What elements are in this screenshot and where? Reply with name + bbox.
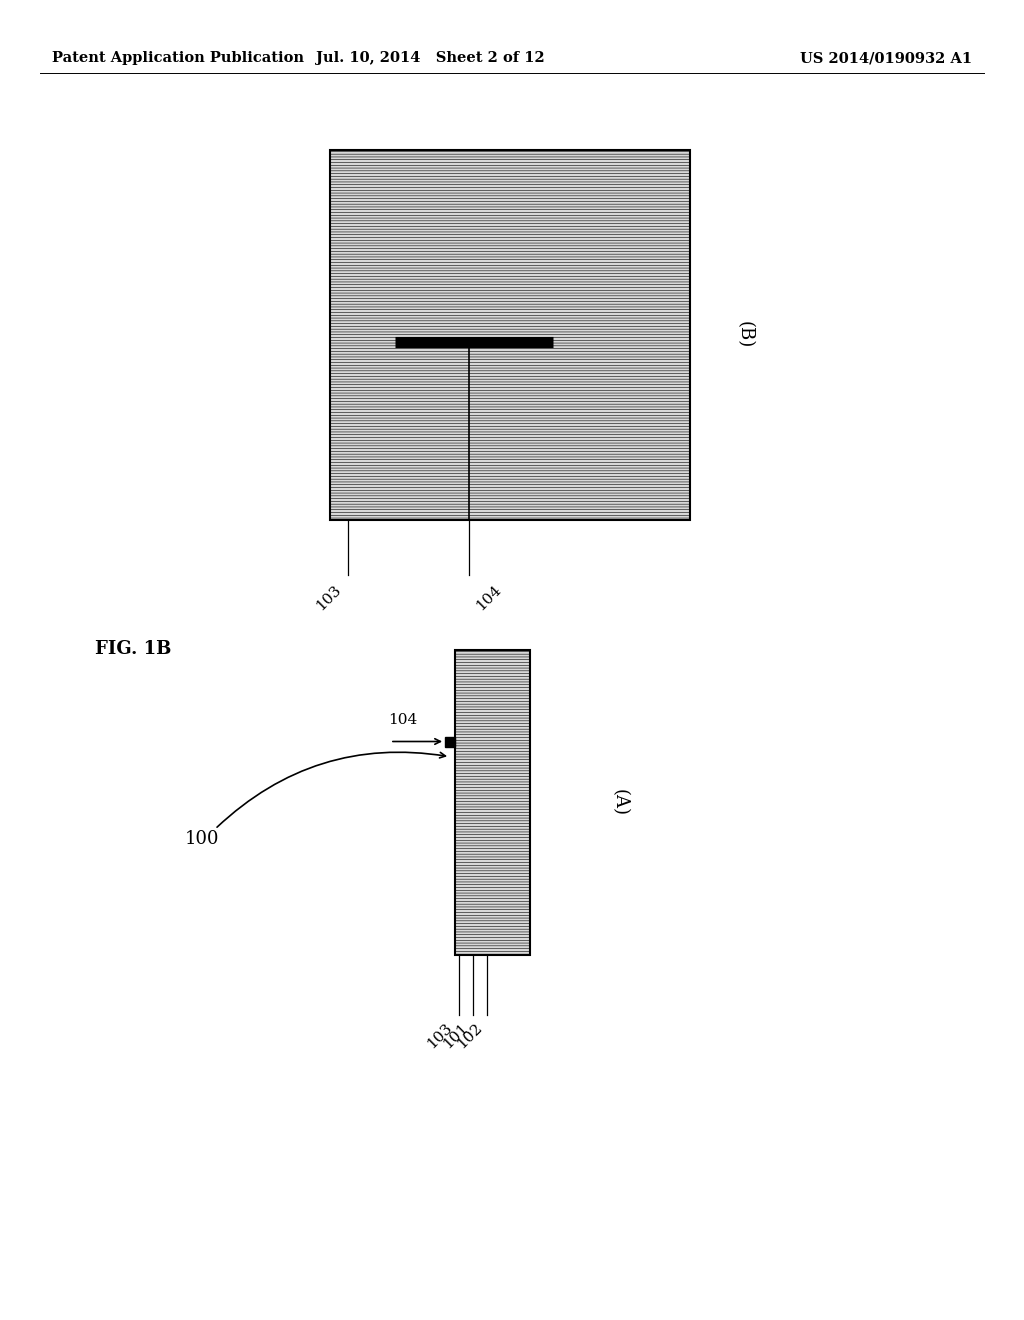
Text: FIG. 1B: FIG. 1B (95, 640, 171, 657)
Bar (330, 150, 690, 520)
Text: (B): (B) (736, 321, 754, 348)
Bar (445, 737, 455, 747)
Text: 103: 103 (425, 1020, 455, 1052)
Text: 100: 100 (185, 830, 219, 849)
Text: (A): (A) (611, 789, 629, 816)
Text: 101: 101 (440, 1020, 471, 1052)
Text: Patent Application Publication: Patent Application Publication (52, 51, 304, 65)
Text: US 2014/0190932 A1: US 2014/0190932 A1 (800, 51, 972, 65)
Text: Jul. 10, 2014   Sheet 2 of 12: Jul. 10, 2014 Sheet 2 of 12 (315, 51, 545, 65)
Text: 102: 102 (455, 1020, 485, 1052)
Bar (455, 649, 530, 954)
Text: 104: 104 (473, 583, 504, 614)
Text: 104: 104 (388, 714, 417, 727)
Text: 103: 103 (313, 583, 344, 614)
